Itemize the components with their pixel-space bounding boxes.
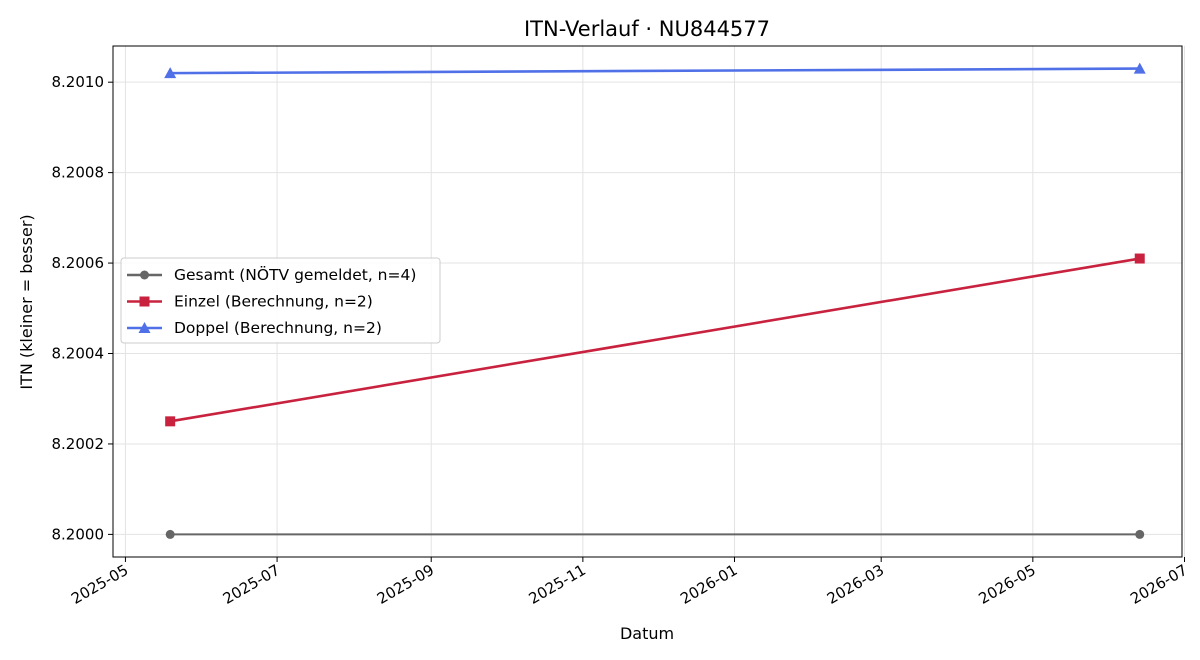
x-tick-label: 2025-07 xyxy=(220,561,283,608)
legend-label: Einzel (Berechnung, n=2) xyxy=(174,293,373,311)
y-tick-label: 8.2008 xyxy=(52,164,105,182)
data-point xyxy=(165,416,176,427)
y-tick-label: 8.2002 xyxy=(52,435,105,453)
series-2 xyxy=(165,253,1145,427)
data-point xyxy=(1135,529,1145,539)
series-line xyxy=(170,67,1140,75)
y-tick-label: 8.2000 xyxy=(52,525,105,543)
data-point xyxy=(165,529,175,539)
series-1 xyxy=(165,529,1145,539)
data-point xyxy=(164,67,177,79)
x-tick-label: 2025-05 xyxy=(68,561,131,608)
data-point xyxy=(1133,62,1146,74)
series xyxy=(164,62,1146,539)
series-3 xyxy=(164,62,1146,79)
legend-swatch-marker xyxy=(140,270,149,280)
x-tick-label: 2026-05 xyxy=(976,561,1039,608)
y-axis: 8.2000 8.2002 8.2004 8.2006 8.2008 8.2010 xyxy=(52,73,113,543)
data-point xyxy=(1134,253,1145,264)
legend-item-3: Doppel (Berechnung, n=2) xyxy=(127,319,382,337)
x-tick-label: 2025-11 xyxy=(526,561,589,608)
y-axis-label: ITN (kleiner = besser) xyxy=(17,214,36,389)
legend-box xyxy=(120,257,441,344)
legend-item-2: Einzel (Berechnung, n=2) xyxy=(127,293,373,311)
chart-title: ITN-Verlauf · NU844577 xyxy=(524,17,770,41)
plot-frame xyxy=(112,45,1183,558)
legend-item-1: Gesamt (NÖTV gemeldet, n=4) xyxy=(127,265,416,284)
legend-swatch-marker xyxy=(138,322,151,333)
legend-label: Doppel (Berechnung, n=2) xyxy=(174,319,382,337)
x-tick-label: 2026-01 xyxy=(677,561,740,608)
x-axis-label: Datum xyxy=(620,624,674,643)
x-tick-label: 2026-07 xyxy=(1127,561,1190,608)
legend: Gesamt (NÖTV gemeldet, n=4) Einzel (Berec… xyxy=(120,257,441,344)
x-axis: 2025-05 2025-07 2025-09 2025-11 2026-01 2026-… xyxy=(68,557,1190,608)
y-tick-label: 8.2004 xyxy=(52,345,105,363)
y-tick-label: 8.2010 xyxy=(52,73,105,91)
series-line xyxy=(169,257,1140,423)
y-tick-label: 8.2006 xyxy=(52,254,105,272)
x-tick-label: 2026-03 xyxy=(824,561,887,608)
legend-label: Gesamt (NÖTV gemeldet, n=4) xyxy=(174,265,416,284)
x-tick-label: 2025-09 xyxy=(374,561,437,608)
legend-swatch-marker xyxy=(139,296,150,307)
